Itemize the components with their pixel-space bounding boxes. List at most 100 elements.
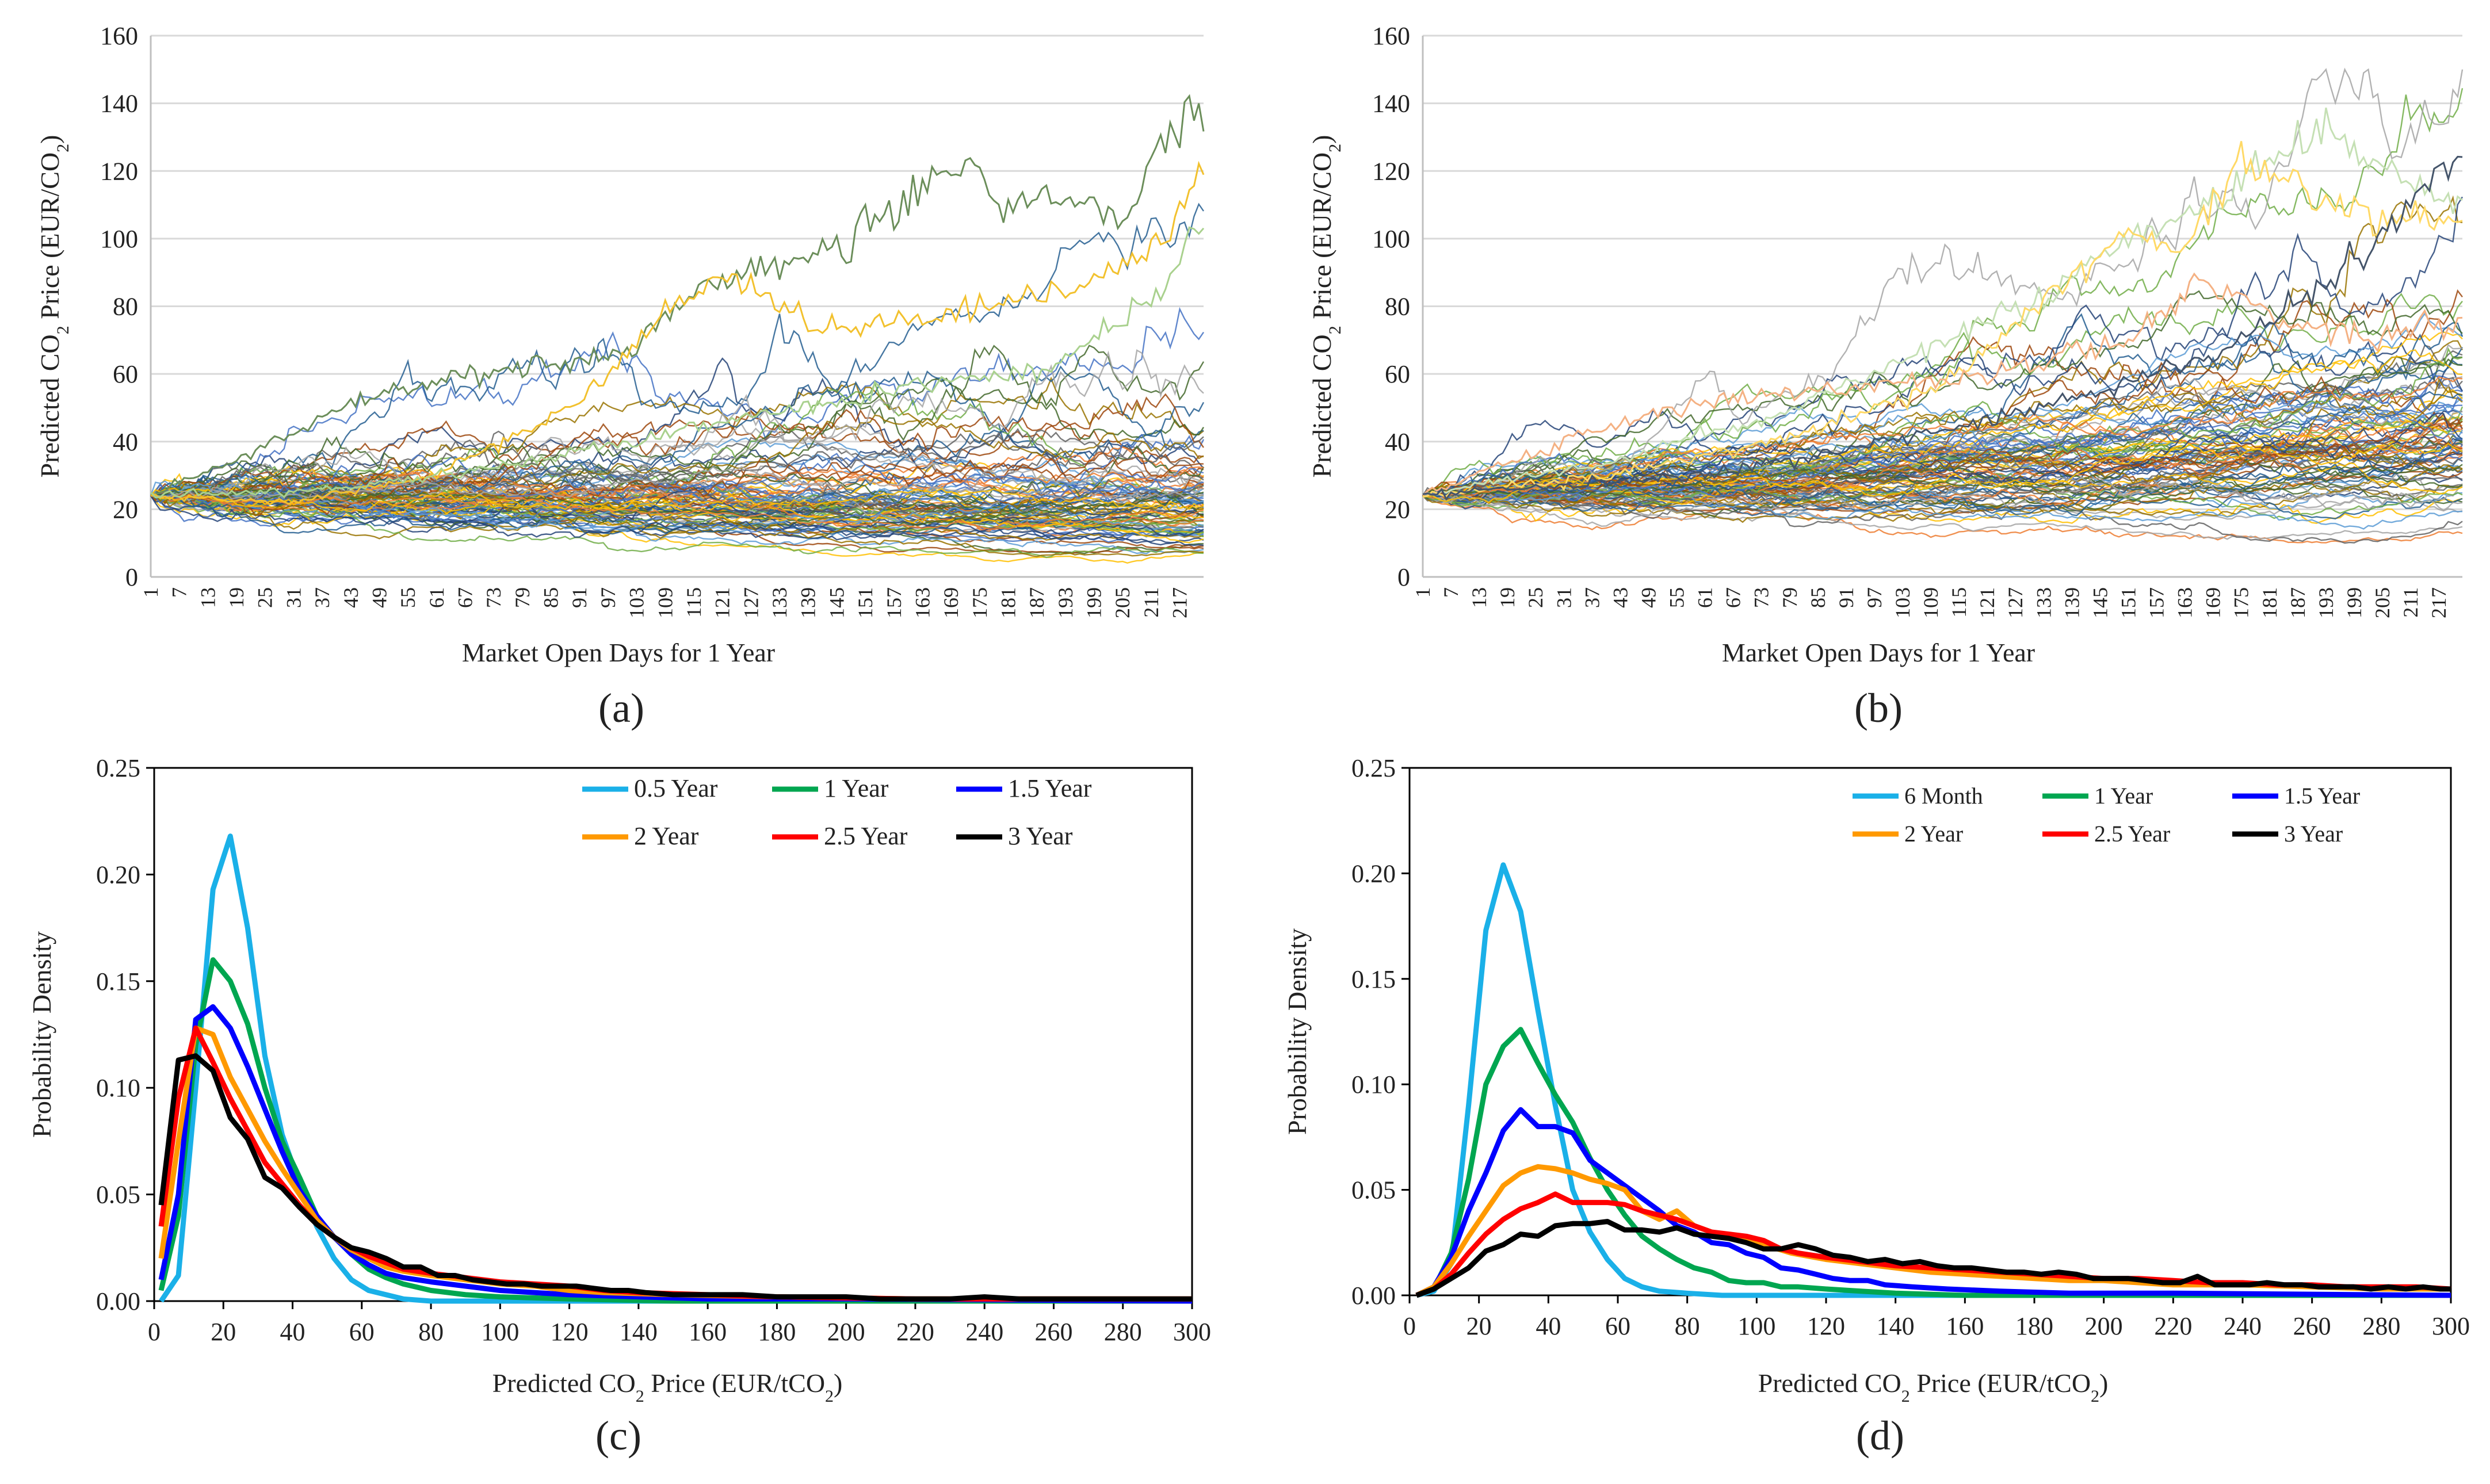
x-tick-label: 133: [768, 587, 791, 618]
simulation-path: [1422, 67, 2464, 504]
x-tick-label: 140: [620, 1318, 658, 1346]
legend-label: 1 Year: [2094, 783, 2153, 809]
y-tick-label: 0.15: [1351, 965, 1396, 993]
x-tick-label: 43: [1609, 587, 1632, 608]
x-tick-label: 211: [1140, 587, 1163, 618]
y-tick-label: 40: [113, 428, 138, 456]
x-tick-label: 61: [425, 587, 448, 608]
x-tick-label: 163: [911, 587, 934, 618]
simulation-path-highlight: [1422, 141, 2463, 498]
x-tick-label: 163: [2174, 587, 2197, 618]
panel-label: (b): [1854, 685, 1903, 731]
simulation-path: [150, 313, 1204, 502]
x-tick-label: 19: [1496, 587, 1519, 608]
y-tick-label: 120: [100, 157, 138, 185]
x-tick-label: 193: [2315, 587, 2338, 618]
x-tick-label: 280: [1104, 1318, 1142, 1346]
y-tick-label: 0.10: [96, 1074, 140, 1102]
x-tick-label: 300: [2432, 1312, 2470, 1340]
x-tick-label: 220: [896, 1318, 934, 1346]
y-tick-label: 140: [1372, 90, 1410, 118]
simulation-path: [150, 414, 1204, 506]
x-tick-label: 61: [1694, 587, 1717, 608]
x-tick-label: 25: [1524, 587, 1547, 608]
series-line-6-month: [1416, 862, 2451, 1298]
simulation-path: [150, 457, 1204, 504]
simulation-path: [150, 307, 1204, 499]
x-tick-label: 79: [511, 587, 534, 608]
series-line-2-year: [158, 1025, 1192, 1302]
x-tick-label: 109: [654, 587, 677, 618]
x-tick-label: 115: [1947, 587, 1970, 618]
legend-label: 3 Year: [1008, 822, 1073, 850]
x-tick-label: 31: [1552, 587, 1575, 608]
x-tick-label: 151: [854, 587, 877, 618]
y-tick-label: 60: [1385, 360, 1410, 388]
panel-label: (a): [598, 685, 644, 731]
x-tick-label: 25: [254, 587, 277, 608]
x-tick-label: 205: [1111, 587, 1134, 618]
legend-label: 2.5 Year: [824, 822, 908, 850]
x-tick-label: 260: [1034, 1318, 1072, 1346]
simulation-path: [150, 202, 1204, 510]
simulation-path: [150, 452, 1204, 517]
simulation-path: [1422, 492, 2463, 544]
x-tick-label: 217: [2427, 587, 2450, 618]
x-tick-label: 133: [2032, 587, 2055, 618]
x-tick-label: 260: [2293, 1312, 2331, 1340]
series-line-1-year: [1415, 1027, 2451, 1298]
simulation-path: [150, 487, 1204, 546]
simulation-path: [1422, 462, 2463, 505]
x-tick-label: 157: [883, 587, 906, 618]
x-tick-label: 7: [1439, 587, 1462, 598]
simulation-path-highlight: [1422, 272, 2463, 496]
simulation-path: [1422, 495, 2463, 544]
x-tick-label: 181: [2258, 587, 2281, 618]
y-tick-label: 160: [100, 22, 138, 50]
simulation-path: [150, 487, 1204, 544]
x-tick-label: 180: [2015, 1312, 2053, 1340]
x-tick-label: 127: [739, 587, 762, 618]
x-tick-label: 300: [1173, 1318, 1211, 1346]
x-tick-label: 1: [1411, 587, 1434, 598]
x-tick-label: 180: [758, 1318, 796, 1346]
x-tick-label: 40: [280, 1318, 305, 1346]
x-tick-label: 0: [148, 1318, 161, 1346]
legend-label: 2 Year: [634, 822, 699, 850]
simulation-path: [1422, 412, 2463, 509]
simulation-path: [150, 494, 1204, 530]
x-tick-label: 97: [597, 587, 620, 608]
legend-label: 3 Year: [2284, 821, 2343, 847]
x-tick-label: 240: [965, 1318, 1003, 1346]
y-tick-label: 0: [1397, 563, 1410, 591]
x-axis-label: Market Open Days for 1 Year: [462, 638, 775, 667]
x-tick-label: 91: [568, 587, 591, 608]
x-tick-label: 115: [682, 587, 705, 618]
x-tick-label: 37: [1580, 587, 1603, 608]
simulation-path-highlight: [150, 226, 1205, 499]
y-tick-label: 80: [1385, 293, 1410, 321]
x-tick-label: 151: [2117, 587, 2140, 618]
x-tick-label: 120: [551, 1318, 589, 1346]
legend-label: 1.5 Year: [1008, 774, 1092, 802]
panel-label: (c): [595, 1413, 641, 1459]
x-tick-label: 199: [2343, 587, 2366, 618]
simulation-path: [150, 449, 1204, 514]
y-tick-label: 100: [1372, 225, 1410, 253]
simulation-path: [150, 495, 1204, 538]
legend-label: 0.5 Year: [634, 774, 718, 802]
x-axis-label: Predicted CO2 Price (EUR/tCO2): [492, 1368, 843, 1406]
x-tick-label: 145: [2088, 587, 2111, 618]
y-tick-label: 60: [113, 360, 138, 388]
simulation-path: [150, 473, 1204, 534]
x-tick-label: 160: [1946, 1312, 1984, 1340]
x-tick-label: 121: [1976, 587, 1999, 618]
x-tick-label: 217: [1168, 587, 1191, 618]
x-tick-label: 100: [1737, 1312, 1775, 1340]
chart-panel-c: 0.00 0.05 0.10 0.15 0.20 0.25 0 20 40 60 80 100 120 1…: [27, 754, 1211, 1459]
x-tick-label: 100: [481, 1318, 519, 1346]
x-tick-label: 175: [968, 587, 991, 618]
x-axis-label: Market Open Days for 1 Year: [1722, 638, 2035, 667]
x-tick-label: 20: [1466, 1312, 1492, 1340]
simulation-path-highlight: [150, 94, 1205, 495]
